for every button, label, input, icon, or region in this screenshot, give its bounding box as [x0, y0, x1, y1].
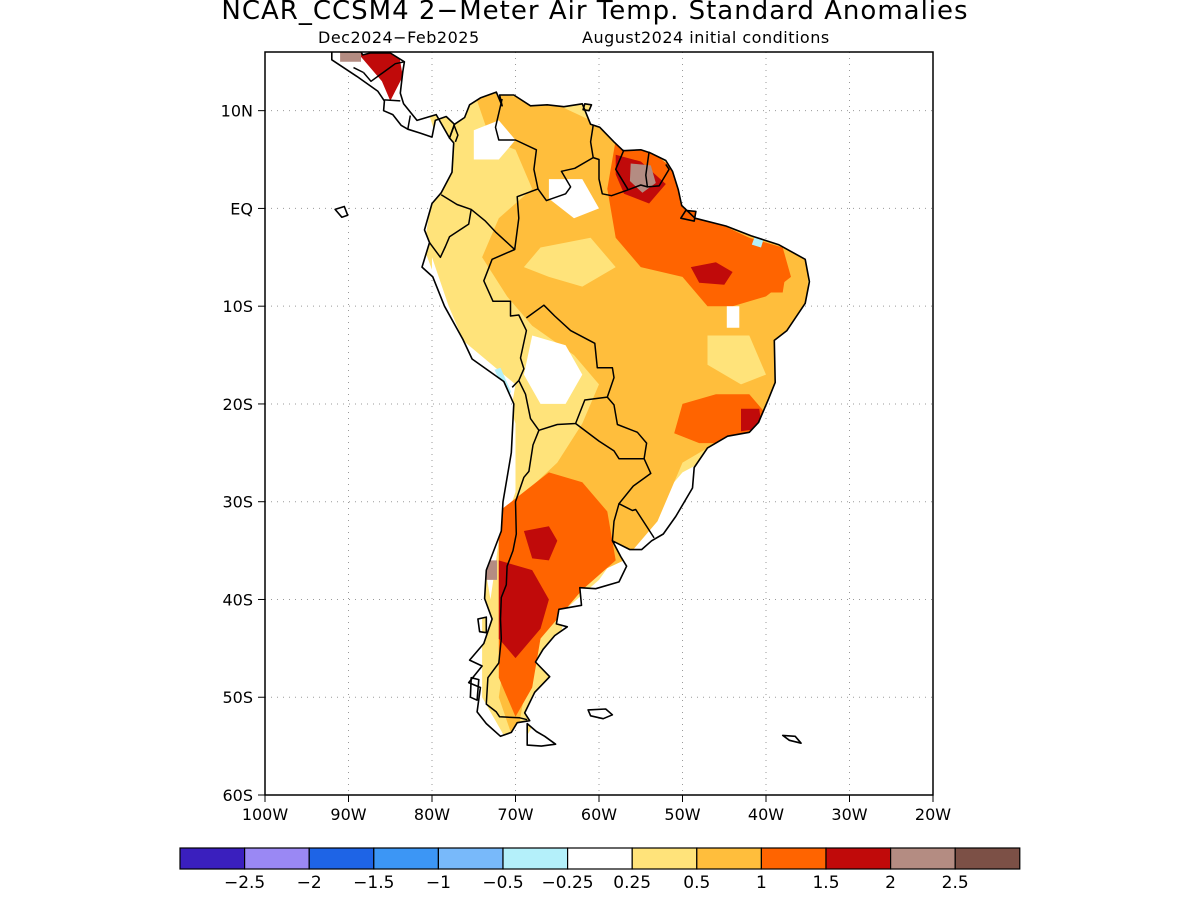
- longitude-axis: 100W 90W 80W 70W 60W 50W 40W 30W 20W: [242, 795, 951, 824]
- colorbar-label: −0.25: [542, 873, 594, 893]
- colorbar-swatch: [502, 847, 569, 870]
- lon-tick-label: 100W: [242, 805, 289, 824]
- anomaly-red-para: [690, 262, 733, 285]
- border-line: [518, 304, 615, 432]
- coastline-outline: [526, 722, 557, 747]
- anomaly-red-patagonia: [498, 560, 549, 659]
- lon-tick-label: 40W: [748, 805, 784, 824]
- coastline-outline: [331, 52, 456, 139]
- lat-tick-label: 30S: [222, 493, 253, 512]
- colorbar-label: 2: [885, 873, 896, 893]
- lat-tick-label: 10N: [221, 102, 253, 121]
- border-line: [470, 208, 528, 388]
- border-line: [485, 430, 540, 721]
- anomaly-neutral-amazon: [548, 179, 599, 219]
- lat-tick-label: EQ: [230, 199, 253, 218]
- lon-tick-label: 60W: [581, 805, 617, 824]
- colorbar-swatch: [566, 847, 633, 870]
- colorbar-swatch: [825, 847, 892, 870]
- coastline-outline: [477, 616, 488, 634]
- border-line: [611, 503, 620, 541]
- border-line: [362, 61, 405, 83]
- anomaly-neutral-colombia: [473, 120, 516, 160]
- colorbar-swatch: [696, 847, 762, 870]
- lon-tick-label: 80W: [414, 805, 450, 824]
- anomaly-orange-pernambuco: [768, 281, 785, 293]
- coastline-outline: [680, 209, 697, 222]
- lat-tick-label: 40S: [222, 590, 253, 609]
- colorbar-label: −0.5: [482, 873, 523, 893]
- colorbar-swatch: [954, 847, 1021, 870]
- anomaly-blue-chile: [475, 446, 483, 478]
- lat-tick-label: 20S: [222, 395, 253, 414]
- colorbar-label: 1.5: [812, 873, 839, 893]
- border-line: [589, 125, 629, 197]
- anomaly-red-cuyo: [523, 526, 558, 561]
- lat-tick-label: 50S: [222, 688, 253, 707]
- lon-tick-label: 50W: [664, 805, 700, 824]
- country-borders: [353, 61, 670, 721]
- colorbar-swatch: [308, 847, 375, 870]
- colorbar-swatch: [631, 847, 698, 870]
- anomaly-neutral-bolivia: [523, 335, 583, 404]
- anomaly-yellow-amazon: [523, 237, 616, 287]
- border-line: [494, 98, 539, 250]
- colorbar-swatch: [437, 847, 504, 870]
- lat-tick-label: 10S: [222, 297, 253, 316]
- anomaly-pink-guatemala: [340, 52, 361, 62]
- colorbar-label: 0.25: [613, 873, 651, 893]
- border-line: [453, 124, 459, 143]
- colorbar-label: −1: [426, 873, 451, 893]
- coastline-outline: [582, 103, 593, 112]
- colorbar-label: −2: [297, 873, 322, 893]
- colorbar-label: −1.5: [353, 873, 394, 893]
- colorbar-label: −2.5: [224, 873, 265, 893]
- colorbar-swatch: [889, 847, 956, 870]
- anomaly-yellow-bahia: [707, 335, 766, 385]
- coastline-outline: [587, 708, 614, 720]
- anomaly-white-box: [726, 306, 740, 328]
- lon-tick-label: 90W: [330, 805, 366, 824]
- colorbar-swatch: [244, 847, 310, 870]
- forecast-period: Dec2024−Feb2025: [318, 28, 480, 47]
- border-line: [614, 149, 629, 191]
- coastline: [331, 52, 811, 747]
- anomaly-red-central-america: [356, 52, 403, 101]
- coastline-outline: [781, 734, 802, 744]
- initial-conditions: August2024 initial conditions: [582, 28, 830, 47]
- border-line: [353, 66, 364, 74]
- lat-tick-label: 60S: [222, 786, 253, 805]
- coastline-outline: [334, 205, 349, 218]
- colorbar-swatch: [179, 847, 246, 870]
- colorbar: −2.5 −2 −1.5 −1 −0.5 −0.25 0.25 0.5 1 1.5 2 2.5: [179, 847, 1021, 893]
- colorbar-label: 1: [756, 873, 767, 893]
- colorbar-label: 0.5: [683, 873, 710, 893]
- colorbar-swatch: [373, 847, 439, 870]
- border-line: [428, 194, 472, 259]
- anomaly-pink-chile: [486, 560, 498, 580]
- coastline-outline: [469, 676, 480, 701]
- lon-tick-label: 70W: [497, 805, 533, 824]
- coastline-outline: [421, 91, 811, 738]
- lon-tick-label: 30W: [831, 805, 867, 824]
- colorbar-label: 2.5: [942, 873, 969, 893]
- anomaly-pink-guiana: [629, 163, 656, 193]
- land-anomaly-fill: [331, 52, 810, 747]
- lon-tick-label: 20W: [915, 805, 951, 824]
- latitude-axis: 10N EQ 10S 20S 30S 40S 50S 60S: [221, 102, 265, 805]
- border-line: [575, 396, 648, 460]
- colorbar-swatch: [760, 847, 827, 870]
- chart-title: NCAR_CCSM4 2−Meter Air Temp. Standard An…: [221, 0, 969, 26]
- border-line: [384, 99, 401, 102]
- border-line: [647, 163, 670, 188]
- border-line: [407, 115, 412, 130]
- border-line: [537, 156, 594, 202]
